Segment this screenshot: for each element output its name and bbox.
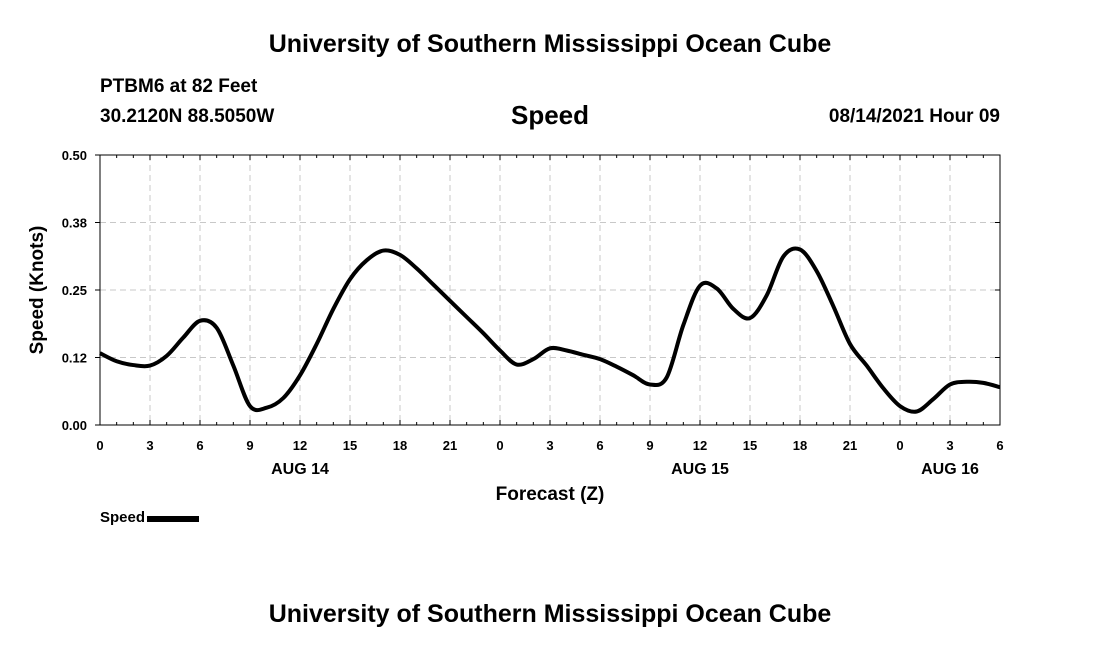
x-tick-label: 12 xyxy=(693,438,707,453)
forecast-datetime: 08/14/2021 Hour 09 xyxy=(828,106,1000,127)
date-label: AUG 15 xyxy=(671,461,729,478)
y-tick-label: 0.50 xyxy=(62,148,87,163)
x-tick-label: 21 xyxy=(443,438,457,453)
x-tick-label: 6 xyxy=(196,438,203,453)
x-tick-label: 15 xyxy=(743,438,757,453)
x-tick-label: 9 xyxy=(646,438,653,453)
x-tick-label: 9 xyxy=(246,438,253,453)
y-tick-label: 0.25 xyxy=(62,283,87,298)
y-axis-label: Speed (Knots) xyxy=(27,226,48,355)
x-axis-label: Forecast (Z) xyxy=(496,484,605,505)
coordinates-label: 30.2120N 88.5050W xyxy=(100,106,275,127)
page-title: University of Southern Mississippi Ocean… xyxy=(268,30,832,58)
x-tick-label: 3 xyxy=(946,438,953,453)
y-tick-label: 0.00 xyxy=(62,418,87,433)
x-tick-label: 3 xyxy=(546,438,553,453)
x-tick-label: 6 xyxy=(596,438,603,453)
footer-title: University of Southern Mississippi Ocean… xyxy=(268,600,832,628)
series-line-speed xyxy=(99,246,1001,414)
date-label: AUG 16 xyxy=(921,461,979,478)
y-tick-label: 0.38 xyxy=(62,216,87,231)
date-label: AUG 14 xyxy=(271,461,329,478)
x-tick-label: 15 xyxy=(343,438,357,453)
x-tick-label: 0 xyxy=(896,438,903,453)
legend-label: Speed xyxy=(100,509,146,526)
legend: Speed xyxy=(100,509,200,526)
x-tick-label: 18 xyxy=(793,438,807,453)
legend-swatch xyxy=(147,516,200,522)
station-label: PTBM6 at 82 Feet xyxy=(100,76,258,97)
x-tick-label: 21 xyxy=(843,438,857,453)
x-tick-label: 3 xyxy=(146,438,153,453)
x-tick-label: 0 xyxy=(96,438,103,453)
y-tick-label: 0.12 xyxy=(62,351,87,366)
x-tick-label: 12 xyxy=(293,438,307,453)
x-tick-label: 0 xyxy=(496,438,503,453)
x-tick-label: 6 xyxy=(996,438,1003,453)
x-tick-label: 18 xyxy=(393,438,407,453)
chart-title: Speed xyxy=(510,100,590,130)
